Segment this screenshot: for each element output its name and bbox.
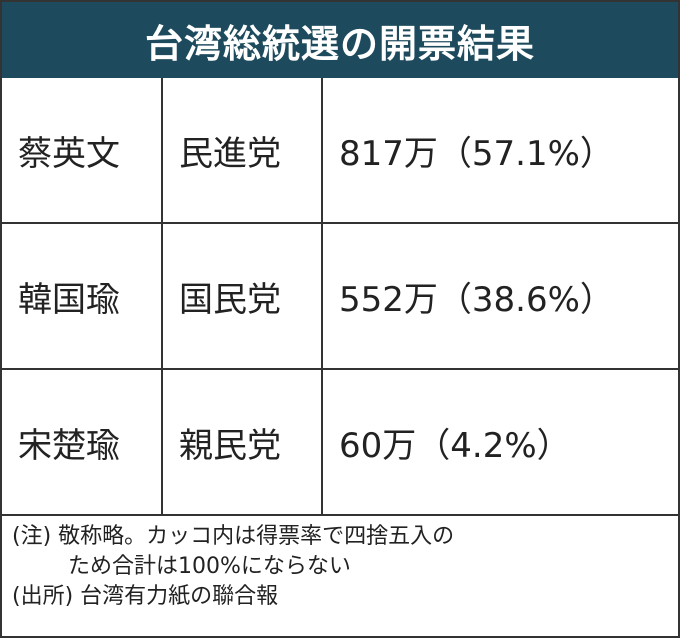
party: 民進党 (161, 78, 323, 224)
candidate: 韓国瑜 (2, 222, 163, 370)
title: 台湾総統選の開票結果 (2, 2, 678, 78)
result: 552万（38.6%） (321, 222, 678, 370)
candidate: 蔡英文 (2, 78, 163, 224)
table-row: 蔡英文 民進党 817万（57.1%） (2, 78, 678, 224)
candidate: 宋楚瑜 (2, 368, 163, 516)
results-table: 蔡英文 民進党 817万（57.1%） 韓国瑜 国民党 552万（38.6%） 宋楚瑜 親民党… (2, 78, 678, 516)
party: 国民党 (161, 222, 323, 370)
note-line: (注) 敬称略。カッコ内は得票率で四捨五入の (12, 524, 455, 549)
note-line: ため合計は100%にならない (68, 554, 351, 579)
notes: (注) 敬称略。カッコ内は得票率で四捨五入のため合計は100%にならない (出所)… (2, 516, 678, 612)
table-body: 蔡英文 民進党 817万（57.1%） 韓国瑜 国民党 552万（38.6%） 宋楚瑜 親民党… (2, 78, 678, 516)
table-row: 宋楚瑜 親民党 60万（4.2%） (2, 368, 678, 516)
party: 親民党 (161, 368, 323, 516)
result: 817万（57.1%） (321, 78, 678, 224)
result: 60万（4.2%） (321, 368, 678, 516)
note-line: (出所) 台湾有力紙の聯合報 (12, 584, 279, 609)
table-row: 韓国瑜 国民党 552万（38.6%） (2, 222, 678, 370)
